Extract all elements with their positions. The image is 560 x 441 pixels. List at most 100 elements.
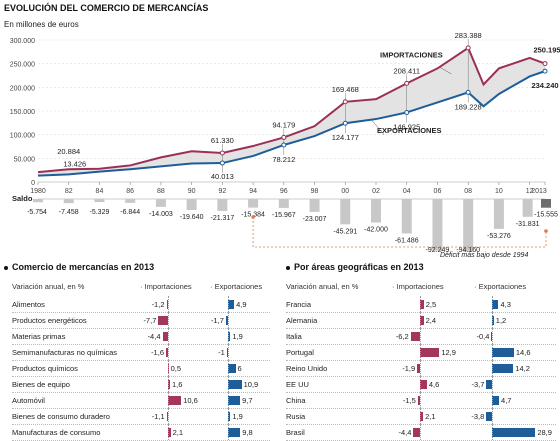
axis-divider xyxy=(168,376,169,392)
imports-marker xyxy=(542,61,548,67)
saldo-value-label: -31.831 xyxy=(516,221,540,228)
imports-value-label: -1,6 xyxy=(151,348,164,357)
exports-data-label: 146.925 xyxy=(393,122,420,131)
axis-divider xyxy=(420,296,421,312)
exports-value-label: -1 xyxy=(218,348,225,357)
imports-data-label: 61.330 xyxy=(211,136,234,145)
table-row: EE UU 4,6 -3,7 xyxy=(286,376,556,393)
exports-marker xyxy=(465,89,471,95)
saldo-value-label: -15.967 xyxy=(272,212,296,219)
saldo-bar xyxy=(278,199,289,208)
imports-value-label: -1,2 xyxy=(151,300,165,309)
axis-divider xyxy=(168,360,169,376)
axis-divider xyxy=(420,392,421,408)
imports-value-label: 10,6 xyxy=(183,396,198,405)
imports-data-label: 20.884 xyxy=(57,147,80,156)
exports-data-label: 40.013 xyxy=(211,172,234,181)
exports-data-label: 124.177 xyxy=(332,133,359,142)
imports-data-label: 208.411 xyxy=(393,66,420,75)
exports-value-label: 6 xyxy=(237,364,242,373)
trade-evolution-chart: EVOLUCIÓN DEL COMERCIO DE MERCANCÍAS En … xyxy=(4,2,560,259)
axis-divider xyxy=(228,408,229,424)
pointer-line xyxy=(371,120,385,135)
axis-divider xyxy=(492,312,493,328)
x-tick-label: 88 xyxy=(157,188,165,195)
imports-bar xyxy=(168,396,182,405)
exports-bar xyxy=(225,316,228,325)
category-label: Bienes de equipo xyxy=(12,380,70,389)
saldo-bar xyxy=(155,199,166,207)
saldo-bar xyxy=(186,199,197,210)
category-label: Semimanufacturas no químicas xyxy=(12,348,118,357)
chart-title: EVOLUCIÓN DEL COMERCIO DE MERCANCÍAS xyxy=(4,2,208,13)
chart-subtitle: En millones de euros xyxy=(4,20,79,29)
imports-bar xyxy=(166,412,168,421)
legend-imports: · Importaciones xyxy=(140,282,192,291)
saldo-value-label: -5.754 xyxy=(27,209,47,216)
exports-bar xyxy=(228,332,231,341)
category-label: Alimentos xyxy=(12,300,45,309)
exports-bar xyxy=(228,380,242,389)
table-row: Rusia 2,1 -3,8 xyxy=(286,408,556,425)
axis-divider xyxy=(420,360,421,376)
imports-series-label: IMPORTACIONES xyxy=(380,51,443,60)
x-tick-label: 06 xyxy=(434,188,442,195)
imports-bar xyxy=(168,428,171,437)
exports-value-label: -3,7 xyxy=(471,380,485,389)
saldo-value-label: -45.291 xyxy=(333,228,357,235)
imports-data-label: 169.468 xyxy=(332,85,359,94)
exports-bar xyxy=(228,300,235,309)
exports-bar xyxy=(492,364,514,373)
right-section-title: Por áreas geográficas en 2013 xyxy=(286,262,424,272)
table-row: Semimanufacturas no químicas -1,6 -1 xyxy=(12,344,270,361)
axis-divider xyxy=(492,376,493,392)
axis-divider xyxy=(492,360,493,376)
imports-value-label: 2,4 xyxy=(425,316,437,325)
exports-value-label: -3,8 xyxy=(471,412,485,421)
imports-value-label: 12,9 xyxy=(441,348,456,357)
category-label: Bienes de consumo duradero xyxy=(12,412,110,421)
category-label: EE UU xyxy=(286,380,309,389)
exports-value-label: 4,9 xyxy=(236,300,247,309)
saldo-bar xyxy=(63,199,74,204)
axis-divider xyxy=(228,312,229,328)
saldo-value-label: -6.844 xyxy=(120,209,140,216)
axis-divider xyxy=(492,328,493,344)
imports-bar xyxy=(420,300,424,309)
axis-divider xyxy=(492,344,493,360)
table-row: Francia 2,5 4,3 xyxy=(286,296,556,313)
category-label: China xyxy=(286,396,306,405)
saldo-value-label: -92.249 xyxy=(426,247,450,254)
deficit-bracket xyxy=(252,217,547,248)
table-row: Bienes de equipo 1,6 10,9 xyxy=(12,376,270,393)
imports-value-label: 4,6 xyxy=(428,380,440,389)
exports-value-label: 10,9 xyxy=(243,380,259,389)
axis-divider xyxy=(420,408,421,424)
saldo-value-label: -5.329 xyxy=(90,209,110,216)
saldo-bar xyxy=(340,199,351,225)
x-tick-label: 92 xyxy=(218,188,226,195)
x-tick-label: 94 xyxy=(249,188,257,195)
saldo-value-label: -53.276 xyxy=(487,233,511,240)
axis-divider xyxy=(228,344,229,360)
saldo-bar xyxy=(432,199,443,251)
x-tick-label: 84 xyxy=(96,188,104,195)
axis-divider xyxy=(492,296,493,312)
exports-bar xyxy=(228,428,241,437)
imports-data-label: 250.195 xyxy=(533,46,560,55)
axis-divider xyxy=(420,344,421,360)
saldo-value-label: -19.640 xyxy=(180,214,204,221)
imports-bar xyxy=(420,348,440,357)
saldo-value-label: -61.486 xyxy=(395,237,419,244)
category-label: Alemania xyxy=(286,316,318,325)
x-tick-label: 12 xyxy=(526,188,534,195)
y-tick-label: 0 xyxy=(31,180,35,187)
subtitle: Variación anual, en % xyxy=(12,282,85,291)
y-tick-label: 150.000 xyxy=(10,109,35,116)
x-tick-label: 00 xyxy=(341,188,349,195)
left-section-title: Comercio de mercancías en 2013 xyxy=(4,262,154,272)
imports-value-label: -4,4 xyxy=(147,332,161,341)
saldo-bar xyxy=(309,199,320,212)
exports-bar xyxy=(228,364,236,373)
axis-divider xyxy=(228,296,229,312)
